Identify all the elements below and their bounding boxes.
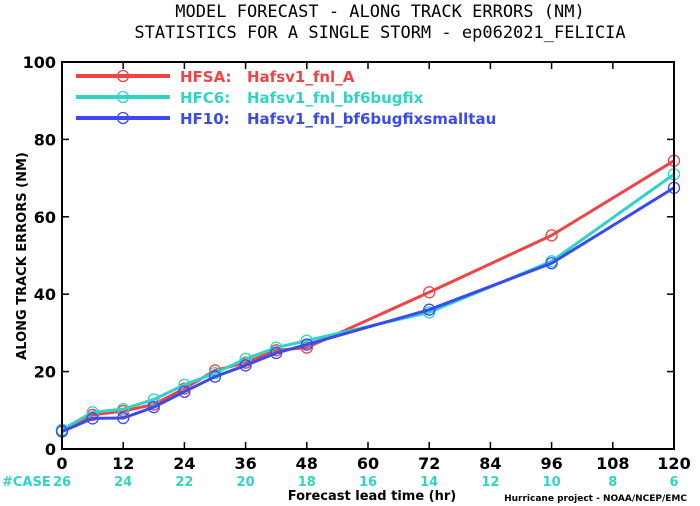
y-tick-label: 60 bbox=[34, 208, 56, 227]
data-point bbox=[300, 334, 313, 347]
x-tick-label: 96 bbox=[540, 454, 562, 473]
chart-title-line1: MODEL FORECAST - ALONG TRACK ERRORS (NM) bbox=[175, 2, 584, 22]
case-count: 18 bbox=[298, 475, 316, 490]
data-point bbox=[117, 402, 130, 416]
credit-text: Hurricane project - NOAA/NCEP/EMC bbox=[504, 494, 687, 504]
y-tick-label: 0 bbox=[45, 440, 56, 459]
data-point bbox=[300, 338, 313, 351]
x-tick-label: 48 bbox=[296, 454, 318, 473]
case-count: 10 bbox=[543, 475, 561, 490]
data-point bbox=[147, 393, 160, 406]
legend: HFSA: Hafsv1_fnl_A HFC6: Hafsv1_fnl_bf6bugf… bbox=[76, 68, 496, 128]
data-point bbox=[545, 257, 558, 270]
case-count: 24 bbox=[114, 475, 132, 490]
legend-name: HFSA: bbox=[180, 68, 232, 86]
y-tick-label: 100 bbox=[23, 53, 56, 72]
series-line bbox=[61, 159, 675, 432]
legend-item: HFC6: Hafsv1_fnl_bf6bugfix bbox=[76, 89, 424, 107]
y-tick-label: 20 bbox=[34, 363, 56, 382]
data-point bbox=[147, 401, 160, 414]
x-ticks: 0 12 24 36 48 60 72 84 96 108 120 bbox=[56, 62, 691, 473]
y-tick-label: 40 bbox=[34, 285, 56, 304]
y-tick-label: 80 bbox=[34, 130, 56, 149]
x-tick-label: 120 bbox=[657, 454, 690, 473]
case-count: 22 bbox=[175, 475, 193, 490]
series-1 bbox=[55, 168, 681, 436]
x-tick-label: 12 bbox=[112, 454, 134, 473]
case-count: 6 bbox=[669, 475, 678, 490]
legend-name: HF10: bbox=[180, 110, 230, 128]
legend-name: HFC6: bbox=[180, 89, 230, 107]
data-point bbox=[208, 370, 222, 383]
x-tick-label: 84 bbox=[479, 454, 501, 473]
data-point bbox=[117, 411, 130, 425]
x-tick-label: 24 bbox=[173, 454, 195, 473]
x-axis-label: Forecast lead time (hr) bbox=[288, 489, 456, 504]
data-point bbox=[545, 229, 558, 242]
case-count: 16 bbox=[359, 475, 377, 490]
legend-item: HF10: Hafsv1_fnl_bf6bugfixsmalltau bbox=[76, 110, 496, 128]
series-layer bbox=[55, 154, 681, 438]
case-count: 8 bbox=[608, 475, 617, 490]
case-count: 12 bbox=[481, 475, 499, 490]
legend-item: HFSA: Hafsv1_fnl_A bbox=[76, 68, 355, 86]
data-point bbox=[86, 412, 99, 425]
series-2 bbox=[55, 181, 681, 438]
x-tick-label: 108 bbox=[596, 454, 629, 473]
data-point bbox=[423, 286, 436, 299]
case-counts: 26 24 22 20 18 16 14 12 10 8 6 bbox=[53, 475, 679, 490]
case-count: 14 bbox=[420, 475, 438, 490]
case-count: 20 bbox=[237, 475, 255, 490]
data-point bbox=[423, 303, 436, 316]
case-label: #CASE bbox=[2, 475, 51, 490]
legend-label: Hafsv1_fnl_A bbox=[247, 68, 355, 86]
x-tick-label: 36 bbox=[234, 454, 256, 473]
series-0 bbox=[55, 154, 681, 437]
data-point bbox=[178, 385, 191, 398]
series-line bbox=[61, 173, 675, 431]
legend-label: Hafsv1_fnl_bf6bugfix bbox=[247, 89, 424, 107]
series-line bbox=[61, 186, 675, 433]
legend-swatch-marker bbox=[116, 69, 130, 83]
data-point bbox=[270, 346, 283, 360]
x-tick-label: 60 bbox=[357, 454, 379, 473]
legend-label: Hafsv1_fnl_bf6bugfixsmalltau bbox=[247, 110, 496, 128]
chart-title-line2: STATISTICS FOR A SINGLE STORM - ep062021… bbox=[134, 23, 625, 43]
x-tick-label: 0 bbox=[56, 454, 67, 473]
y-axis-label: ALONG TRACK ERRORS (NM) bbox=[15, 152, 30, 360]
x-tick-label: 72 bbox=[418, 454, 440, 473]
y-ticks: 0 20 40 60 80 100 bbox=[23, 53, 674, 459]
legend-swatch-marker bbox=[116, 111, 130, 125]
case-count: 26 bbox=[53, 475, 71, 490]
data-point bbox=[239, 359, 252, 372]
legend-swatch-marker bbox=[116, 90, 130, 104]
